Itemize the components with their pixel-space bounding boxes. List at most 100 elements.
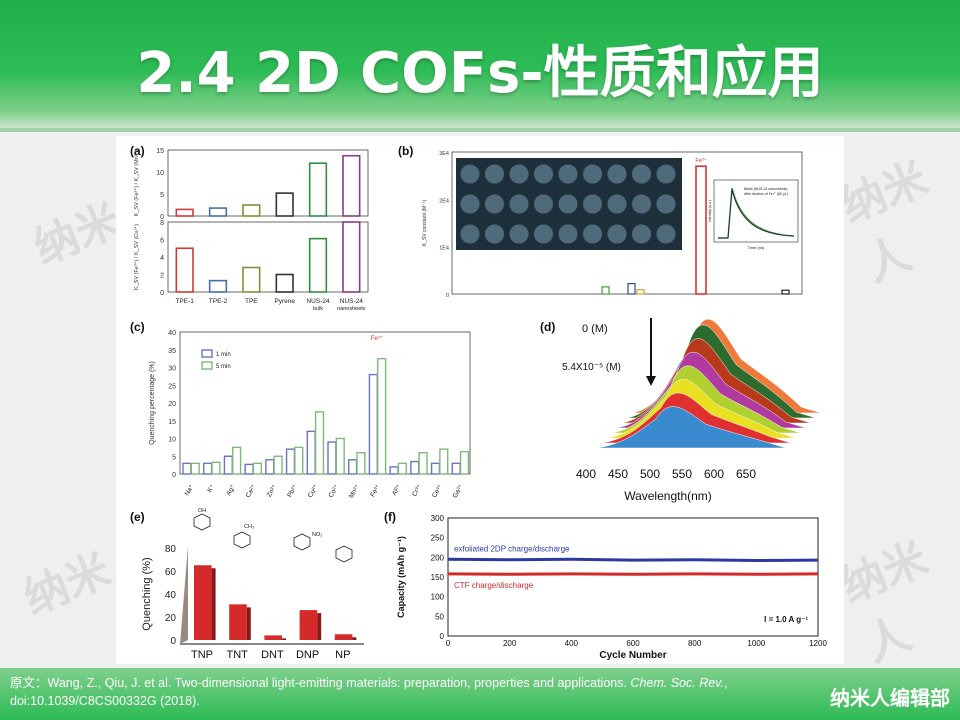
- bar: [264, 635, 282, 640]
- panel-label-b: (b): [398, 144, 414, 158]
- axis-frame: [179, 331, 471, 475]
- series-label: CTF charge/discharge: [454, 581, 534, 590]
- bar: [314, 411, 325, 475]
- y-tick-label: 40: [168, 330, 176, 337]
- vial-well: [582, 163, 603, 185]
- series-line: [447, 557, 819, 562]
- highlight-label: Fe³⁺: [695, 157, 706, 164]
- x-tick-label: 600: [704, 467, 724, 481]
- series-label: exfoliated 2DP charge/discharge: [454, 544, 570, 553]
- chart-f: 0 50 100 150 200 250 300 0 200 400 600 800 1000 1200 C…: [396, 514, 827, 661]
- annotation-label: I = 1.0 A g⁻¹: [764, 615, 808, 624]
- y-tick-label: 20: [168, 401, 176, 408]
- y-tick-label: 5: [160, 192, 164, 199]
- watermark: 纳米人: [834, 152, 935, 293]
- y-tick-label: 15: [156, 148, 164, 155]
- y-tick-label: 0: [172, 472, 176, 479]
- y-axis-label: Capacity (mAh g⁻¹): [396, 536, 406, 618]
- bar: [242, 204, 261, 217]
- x-tick-label: Fe³⁺: [369, 484, 382, 499]
- axis-wall: [180, 546, 188, 644]
- x-tick-label: NUS-24: [340, 298, 364, 305]
- vial-well: [606, 223, 628, 245]
- bar: [377, 357, 387, 475]
- molecule-structure: [193, 513, 211, 531]
- bar-side: [282, 638, 286, 640]
- bar: [175, 247, 194, 293]
- citation: 原文：Wang, Z., Qiu, J. et al. Two-dimensio…: [10, 674, 780, 710]
- vial-well: [606, 163, 628, 185]
- panel-label-a: (a): [130, 144, 145, 158]
- x-tick-label: Na⁺: [184, 484, 196, 498]
- vial-well: [655, 223, 677, 245]
- bar: [342, 221, 361, 293]
- bar: [306, 430, 316, 475]
- y-tick-label: 2: [160, 273, 164, 280]
- bar: [451, 462, 461, 475]
- watermark: 纳米人: [834, 532, 935, 673]
- vial-well: [459, 223, 481, 245]
- bar: [781, 289, 790, 295]
- vial-well: [533, 193, 554, 215]
- vial-well: [557, 193, 579, 215]
- y-tick-label: 40: [165, 590, 177, 601]
- bar-side: [317, 613, 322, 640]
- y-tick-label: 0: [160, 290, 164, 297]
- vial-well: [459, 193, 481, 215]
- x-tick-label: TNT: [227, 649, 249, 661]
- panel-label-f: (f): [384, 510, 396, 524]
- citation-text: 原文：Wang, Z., Qiu, J. et al. Two-dimensio…: [10, 676, 631, 690]
- x-tick-label: 1200: [809, 639, 827, 648]
- axis-frame: [167, 221, 369, 293]
- bar: [308, 237, 328, 293]
- x-tick-label: Pb²⁺: [286, 484, 299, 499]
- y-tick-label: 200: [431, 553, 445, 562]
- bar: [397, 462, 408, 475]
- vial-well: [631, 223, 652, 245]
- y-tick-label: 50: [435, 612, 444, 621]
- bar: [208, 207, 228, 217]
- axis-frame: [167, 149, 369, 217]
- x-tick-label: bulk: [313, 306, 323, 312]
- bar: [175, 208, 194, 217]
- vial-well: [582, 223, 603, 245]
- x-tick-label: 400: [576, 467, 596, 481]
- vial-well: [484, 193, 505, 215]
- x-tick-label: 0: [446, 639, 451, 648]
- bar: [368, 373, 379, 475]
- x-tick-label: DNP: [296, 649, 319, 661]
- y-axis-label: Quenching percentage (%): [149, 361, 156, 445]
- y-tick-label: 8: [160, 220, 164, 227]
- y-tick-label: 6: [160, 238, 164, 245]
- x-tick-label: Cr³⁺: [411, 484, 423, 498]
- x-tick-label: 500: [640, 467, 660, 481]
- y-tick-label: 10: [156, 170, 164, 177]
- x-tick-label: NP: [335, 649, 350, 661]
- vial-well: [533, 163, 554, 185]
- inset-legend: Blank (NUS-24 nanosheets): [744, 187, 788, 191]
- x-tick-label: 450: [608, 467, 628, 481]
- vial-well: [508, 223, 530, 245]
- bar: [194, 565, 212, 640]
- citation-journal: Chem. Soc. Rev.: [630, 676, 724, 690]
- bar: [410, 460, 420, 475]
- inset-y-label: Intensity (a.u.): [708, 200, 712, 222]
- x-tick-label: TPE-2: [209, 298, 228, 305]
- panel-label-c: (c): [130, 320, 145, 334]
- y-tick-label: 15: [168, 419, 176, 426]
- bar: [334, 634, 353, 640]
- x-tick-label: 550: [672, 467, 692, 481]
- bar: [294, 446, 304, 475]
- bar: [356, 451, 366, 475]
- y-axis-label: Quenching (%): [141, 557, 153, 630]
- vial-well: [631, 163, 652, 185]
- molecule-structure: [293, 533, 311, 551]
- x-tick-label: Ga³⁺: [452, 484, 465, 499]
- y-tick-label: 30: [168, 366, 176, 373]
- bar: [265, 459, 275, 475]
- vial-well: [655, 163, 677, 185]
- vial-well: [557, 223, 579, 245]
- x-tick-label: TPE-1: [175, 298, 194, 305]
- y-tick-label: 100: [431, 593, 445, 602]
- x-tick-label: Al³⁺: [391, 484, 403, 497]
